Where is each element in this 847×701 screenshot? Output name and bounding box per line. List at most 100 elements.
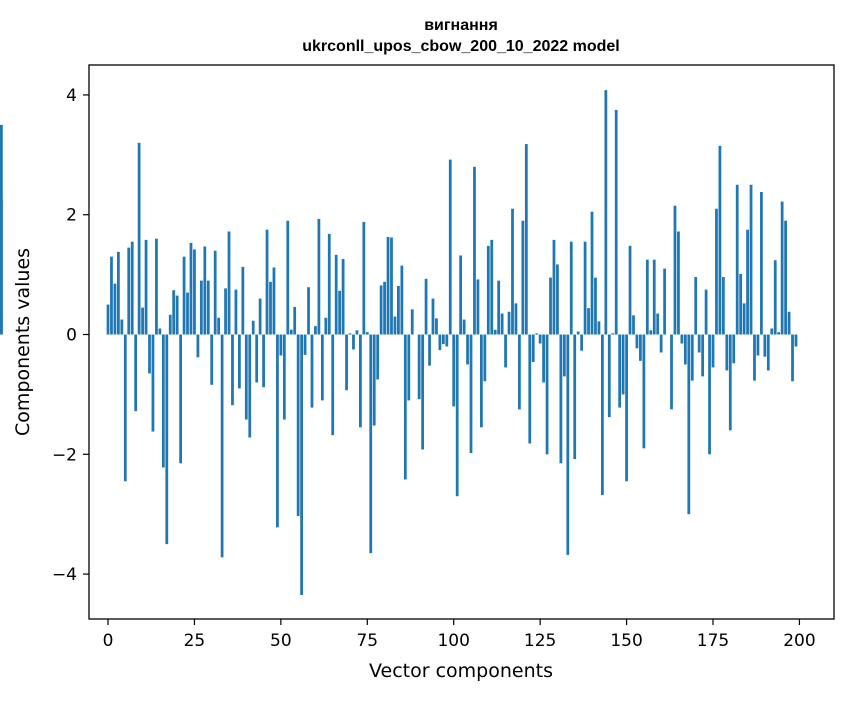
x-tick-label: 50 bbox=[270, 631, 292, 651]
bar bbox=[217, 318, 220, 335]
bar bbox=[542, 335, 545, 383]
bar bbox=[197, 335, 200, 358]
bar bbox=[148, 335, 151, 374]
bar bbox=[259, 299, 262, 335]
bar bbox=[124, 335, 127, 482]
bar bbox=[642, 335, 645, 449]
bar bbox=[615, 110, 618, 335]
x-tick-label: 100 bbox=[437, 631, 469, 651]
bar bbox=[719, 146, 722, 335]
bar bbox=[625, 335, 628, 482]
bar bbox=[701, 335, 704, 377]
y-tick-label: −4 bbox=[52, 565, 77, 585]
bar bbox=[376, 335, 379, 380]
bar bbox=[684, 335, 687, 365]
bar bbox=[286, 221, 289, 335]
bar bbox=[158, 329, 161, 335]
bar bbox=[328, 234, 331, 335]
bar bbox=[736, 185, 739, 335]
bar bbox=[134, 335, 137, 412]
bar bbox=[255, 335, 258, 383]
bar bbox=[566, 335, 569, 555]
bar bbox=[183, 257, 186, 335]
bar bbox=[203, 246, 206, 334]
bar bbox=[601, 335, 604, 496]
x-tick-label: 200 bbox=[783, 631, 815, 651]
bar bbox=[546, 335, 549, 455]
bar bbox=[221, 335, 224, 558]
bar bbox=[494, 330, 497, 335]
bar bbox=[172, 290, 175, 334]
bar bbox=[694, 277, 697, 335]
bar bbox=[777, 332, 780, 334]
bar bbox=[193, 249, 196, 334]
bar bbox=[442, 335, 445, 345]
bar bbox=[297, 335, 300, 516]
bar bbox=[473, 167, 476, 335]
bar bbox=[598, 321, 601, 334]
bar bbox=[307, 287, 310, 334]
bar bbox=[359, 335, 362, 428]
bar bbox=[190, 243, 193, 335]
bar bbox=[200, 281, 203, 335]
bar bbox=[110, 257, 113, 335]
bar bbox=[705, 290, 708, 335]
bar bbox=[179, 335, 182, 464]
bar bbox=[373, 335, 376, 426]
bar bbox=[345, 335, 348, 391]
bar bbox=[383, 282, 386, 335]
x-axis-label: Vector components bbox=[369, 660, 553, 682]
bar bbox=[518, 335, 521, 410]
bar bbox=[169, 315, 172, 335]
chart-subtitle: ukrconll_upos_cbow_200_10_2022 model bbox=[302, 38, 619, 55]
bar bbox=[708, 335, 711, 455]
bar bbox=[725, 335, 728, 371]
bar bbox=[746, 230, 749, 335]
bar bbox=[459, 255, 462, 334]
bar bbox=[207, 281, 210, 335]
bar bbox=[397, 286, 400, 335]
bar bbox=[577, 332, 580, 335]
bar bbox=[107, 305, 110, 335]
bar bbox=[528, 335, 531, 444]
bar bbox=[463, 320, 466, 335]
bar bbox=[715, 209, 718, 335]
bar bbox=[487, 246, 490, 335]
bar bbox=[570, 242, 573, 335]
chart-title: вигнання bbox=[424, 17, 498, 34]
bar bbox=[418, 335, 421, 400]
bar bbox=[262, 335, 265, 388]
bar bbox=[563, 335, 566, 377]
bar bbox=[556, 264, 559, 334]
bar bbox=[335, 255, 338, 335]
bar bbox=[356, 330, 359, 334]
bar bbox=[521, 221, 524, 335]
bar bbox=[511, 209, 514, 335]
bar bbox=[449, 160, 452, 335]
bar bbox=[791, 335, 794, 382]
bar bbox=[266, 230, 269, 335]
bar bbox=[677, 232, 680, 335]
bar bbox=[238, 335, 241, 389]
bar bbox=[629, 246, 632, 335]
bar bbox=[539, 335, 542, 344]
bar bbox=[477, 279, 480, 334]
bar bbox=[497, 281, 500, 335]
bar bbox=[131, 242, 134, 335]
bar bbox=[508, 312, 511, 335]
bars-group bbox=[0, 90, 797, 595]
bar bbox=[501, 314, 504, 335]
bar bbox=[653, 260, 656, 335]
y-tick-label: 2 bbox=[66, 206, 77, 226]
bar bbox=[120, 320, 123, 335]
bar bbox=[784, 221, 787, 335]
bar bbox=[670, 335, 673, 410]
bar bbox=[362, 222, 365, 335]
bar bbox=[127, 248, 130, 335]
bar bbox=[138, 143, 141, 335]
bar bbox=[394, 317, 397, 335]
bar bbox=[155, 239, 158, 335]
bar bbox=[186, 293, 189, 335]
